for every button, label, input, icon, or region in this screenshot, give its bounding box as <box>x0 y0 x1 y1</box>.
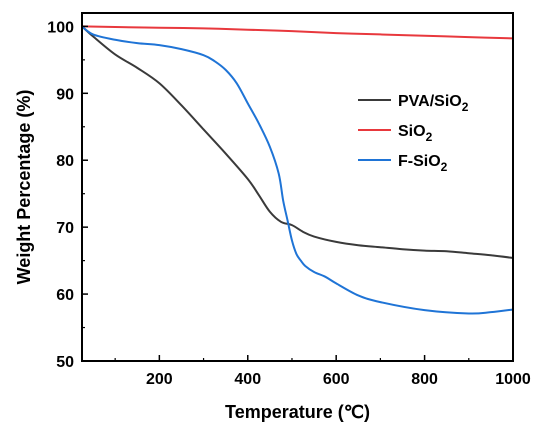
x-axis-label: Temperature (℃) <box>225 402 370 422</box>
y-tick-label: 80 <box>56 153 74 170</box>
y-tick-label: 90 <box>56 86 74 103</box>
legend-label-0: PVA/SiO2 <box>398 93 469 114</box>
plot-marks <box>81 25 514 315</box>
x-tick-label: 1000 <box>495 371 531 388</box>
legend-label-base: SiO <box>398 123 426 140</box>
x-tick-label: 200 <box>146 371 173 388</box>
y-tick-label: 100 <box>47 19 74 36</box>
legend-label-subscript: 2 <box>441 160 448 174</box>
x-tick-label: 600 <box>323 371 350 388</box>
series-line-0 <box>81 25 514 259</box>
axis-ticks: 200 400 600 800 1000 50 60 70 80 90 100 <box>47 19 531 388</box>
y-tick-label: 60 <box>56 287 74 304</box>
series-line-1 <box>81 25 514 40</box>
x-tick-label: 400 <box>234 371 261 388</box>
x-tick-label: 800 <box>411 371 438 388</box>
legend-label-base: F-SiO <box>398 153 441 170</box>
y-axis-label: Weight Percentage (%) <box>14 90 34 285</box>
legend-label-subscript: 2 <box>426 130 433 144</box>
legend-label-base: PVA/SiO <box>398 93 462 110</box>
legend-label-1: SiO2 <box>398 123 433 144</box>
legend-label-subscript: 2 <box>462 100 469 114</box>
series-line-2 <box>81 25 514 315</box>
legend-label-2: F-SiO2 <box>398 153 448 174</box>
plot-frame <box>81 12 514 362</box>
y-tick-label: 70 <box>56 220 74 237</box>
y-tick-label: 50 <box>56 354 74 371</box>
